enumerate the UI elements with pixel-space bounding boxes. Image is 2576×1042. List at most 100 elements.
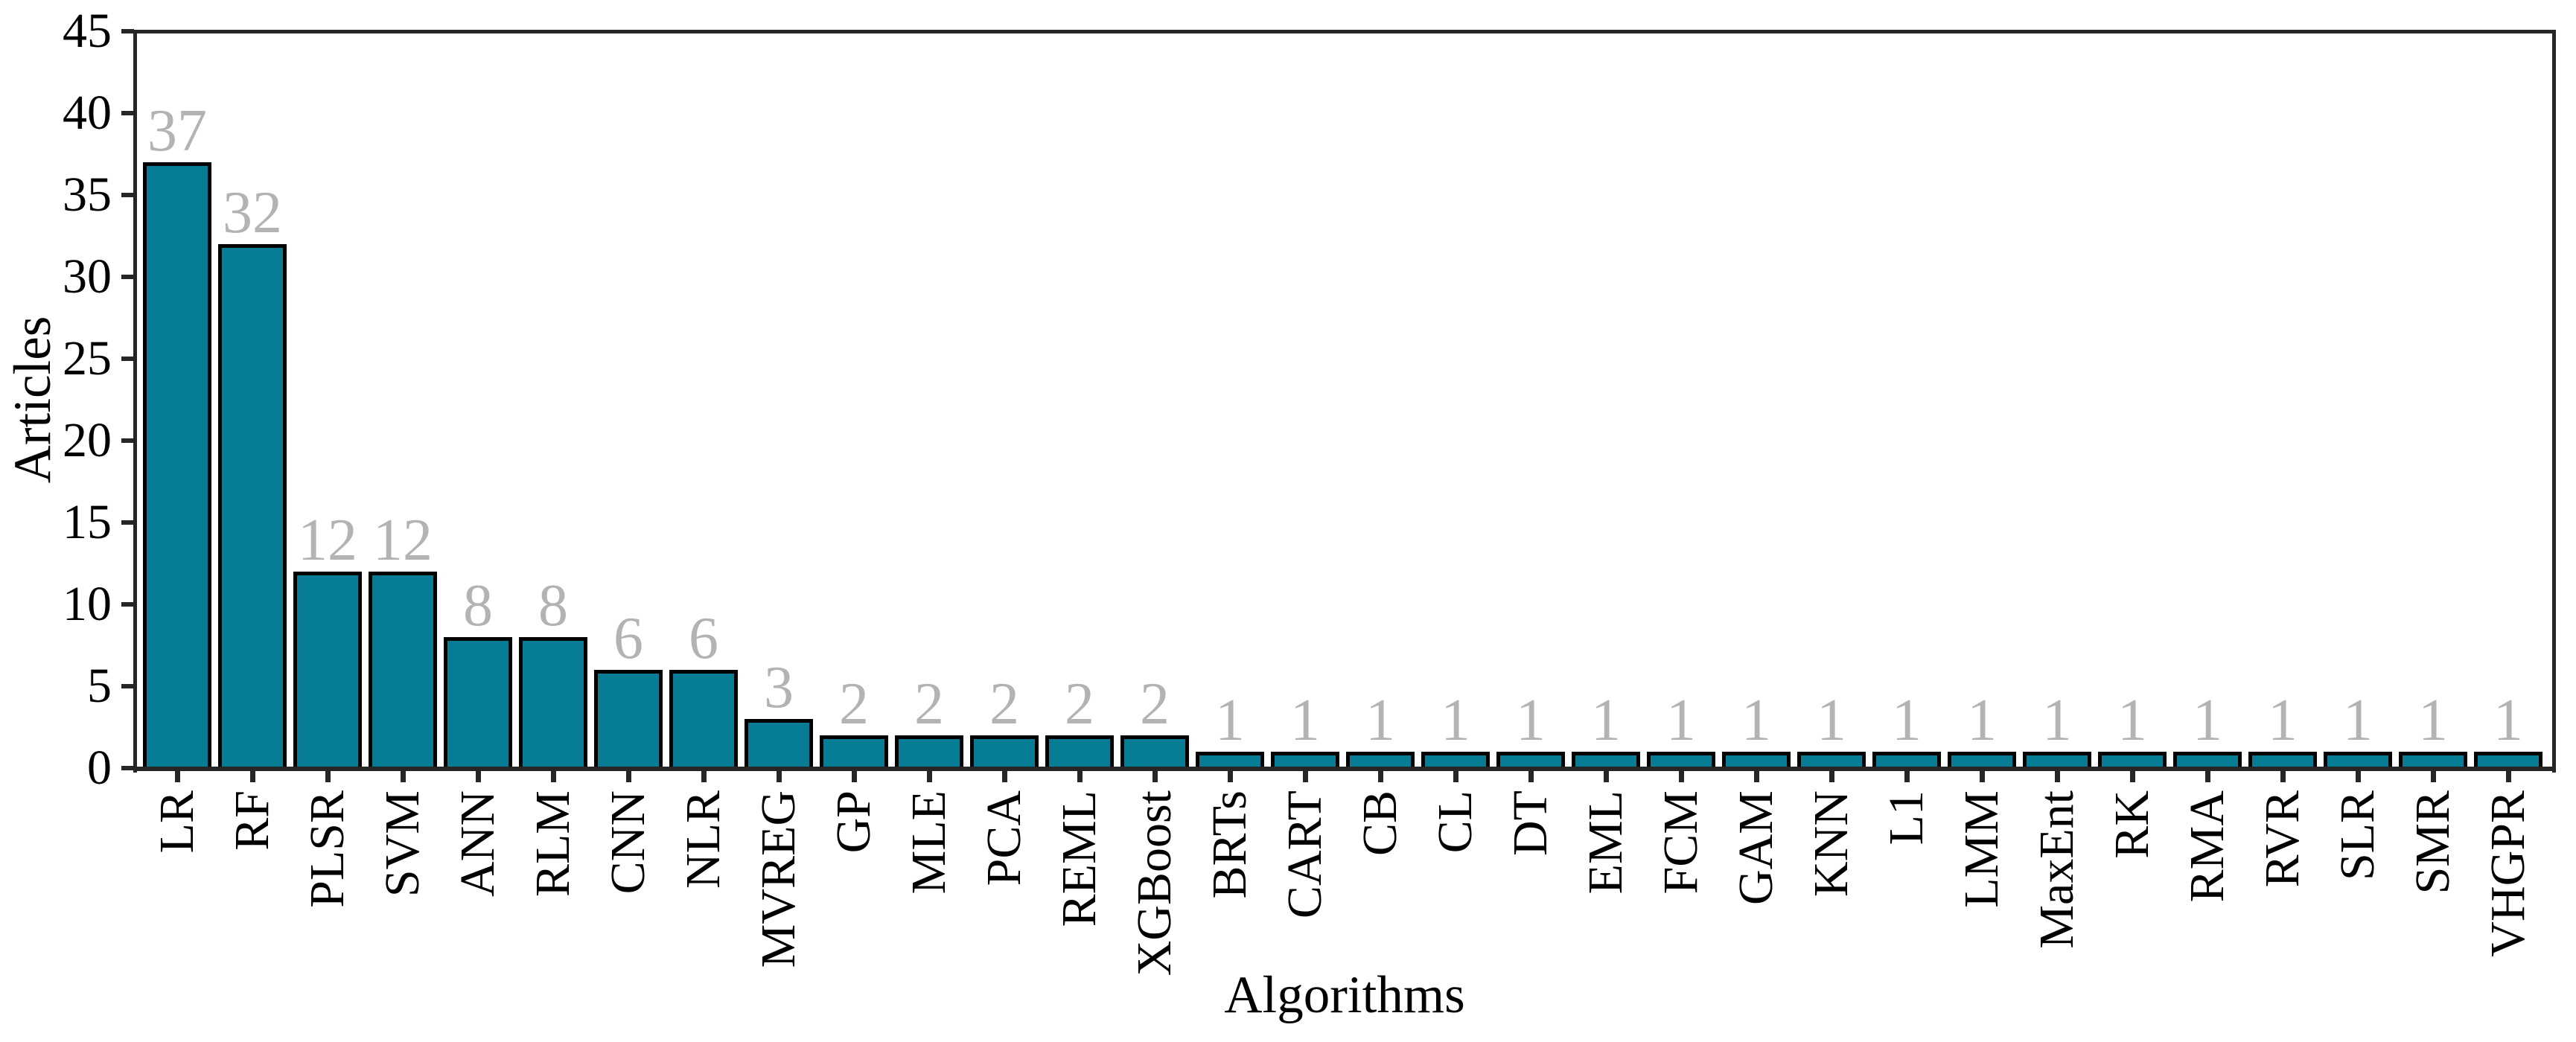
y-tick-label-35: 35 [63, 167, 112, 222]
x-axis-tick-reml [1077, 770, 1083, 782]
x-tick-label-rk: RK [2105, 790, 2159, 859]
x-axis-tick-mle [927, 770, 932, 782]
x-axis-tick-svm [401, 770, 406, 782]
x-axis-tick-lr [175, 770, 180, 782]
y-axis-tick-45 [121, 29, 134, 33]
bar-value-label-rk: 1 [2117, 688, 2147, 753]
bar-value-label-nlr: 6 [689, 606, 718, 671]
y-axis-tick-20 [121, 438, 134, 443]
x-axis-tick-brts [1228, 770, 1233, 782]
x-tick-label-cart: CART [1278, 790, 1332, 919]
bar-value-label-smr: 1 [2418, 688, 2448, 753]
x-axis-label: Algorithms [1224, 966, 1465, 1024]
bar-plsr [293, 572, 362, 770]
y-axis-tick-35 [121, 193, 134, 197]
bar-value-label-lmm: 1 [1967, 688, 1997, 753]
x-tick-label-lr: LR [150, 790, 204, 854]
x-axis-tick-cnn [626, 770, 631, 782]
x-tick-label-gp: GP [826, 790, 881, 854]
bar-reml [1045, 735, 1114, 770]
bar-value-label-svm: 12 [373, 508, 433, 573]
bar-value-label-maxent: 1 [2042, 688, 2072, 753]
x-axis-tick-dt [1528, 770, 1534, 782]
bar-gp [820, 735, 888, 770]
top-spine [133, 30, 2556, 33]
bar-value-label-cnn: 6 [613, 606, 643, 671]
left-spine [133, 30, 137, 773]
bar-value-label-cb: 1 [1365, 688, 1395, 753]
y-axis-tick-10 [121, 602, 134, 607]
x-tick-label-maxent: MaxEnt [2030, 790, 2084, 949]
bar-ann [444, 637, 512, 770]
x-axis-tick-eml [1604, 770, 1609, 782]
x-tick-label-svm: SVM [375, 790, 430, 898]
x-axis-tick-cb [1378, 770, 1383, 782]
x-tick-label-lmm: LMM [1954, 790, 2009, 908]
y-tick-label-45: 45 [63, 4, 112, 58]
bar-value-label-reml: 2 [1065, 671, 1094, 737]
y-tick-label-20: 20 [63, 413, 112, 467]
bar-value-label-plsr: 12 [298, 508, 357, 573]
x-tick-label-fcm: FCM [1654, 790, 1708, 895]
bar-pca [970, 735, 1039, 770]
bar-value-label-slr: 1 [2343, 688, 2373, 753]
x-axis-tick-nlr [701, 770, 707, 782]
x-tick-label-rma: RMA [2180, 790, 2234, 903]
x-tick-label-slr: SLR [2330, 790, 2385, 881]
bar-value-label-rf: 32 [223, 180, 282, 246]
bar-value-label-l1: 1 [1892, 688, 1922, 753]
y-axis-tick-15 [121, 520, 134, 525]
bar-value-label-lr: 37 [147, 98, 207, 164]
bar-value-label-rlm: 8 [538, 573, 568, 639]
x-tick-label-smr: SMR [2406, 790, 2460, 895]
x-tick-label-reml: REML [1052, 790, 1106, 927]
y-axis-tick-30 [121, 275, 134, 279]
x-tick-label-brts: BRTs [1202, 790, 1257, 899]
right-spine [2552, 30, 2556, 773]
x-tick-label-rlm: RLM [526, 790, 580, 898]
x-tick-label-rf: RF [225, 790, 279, 851]
bar-value-label-brts: 1 [1215, 688, 1245, 753]
x-axis-tick-xgboost [1152, 770, 1158, 782]
bar-value-label-mvreg: 3 [764, 655, 794, 720]
bar-cnn [594, 670, 663, 770]
x-axis-tick-pca [1002, 770, 1007, 782]
bar-value-label-fcm: 1 [1666, 688, 1696, 753]
x-tick-label-cb: CB [1353, 790, 1407, 857]
x-axis-tick-smr [2431, 770, 2436, 782]
x-axis-label-wrap: Algorithms [1224, 968, 1464, 1023]
bar-rlm [519, 637, 587, 770]
bar-value-label-cl: 1 [1441, 688, 1470, 753]
bar-value-label-gp: 2 [839, 671, 869, 737]
bar-value-label-knn: 1 [1817, 688, 1846, 753]
x-tick-label-rvr: RVR [2255, 790, 2309, 888]
x-tick-label-mle: MLE [902, 790, 956, 895]
bar-value-label-rvr: 1 [2268, 688, 2298, 753]
x-tick-label-pca: PCA [977, 790, 1031, 886]
x-axis-tick-l1 [1904, 770, 1910, 782]
bar-value-label-ann: 8 [463, 573, 493, 639]
bar-lr [143, 162, 211, 770]
x-axis-tick-ann [476, 770, 481, 782]
y-tick-label-5: 5 [87, 659, 112, 713]
x-axis-tick-fcm [1679, 770, 1684, 782]
bar-value-label-gam: 1 [1741, 688, 1771, 753]
bar-value-label-dt: 1 [1516, 688, 1546, 753]
x-tick-label-cnn: CNN [601, 790, 655, 895]
x-axis-tick-lmm [1980, 770, 1985, 782]
x-tick-label-mvreg: MVREG [751, 790, 806, 968]
x-tick-label-plsr: PLSR [300, 790, 354, 908]
y-tick-label-30: 30 [63, 249, 112, 304]
x-axis-tick-knn [1829, 770, 1834, 782]
x-axis-tick-rk [2130, 770, 2135, 782]
bar-value-label-xgboost: 2 [1140, 671, 1170, 737]
bar-value-label-eml: 1 [1591, 688, 1621, 753]
x-tick-label-dt: DT [1503, 790, 1558, 856]
x-tick-label-gam: GAM [1729, 790, 1783, 906]
y-tick-label-15: 15 [63, 495, 112, 549]
x-axis-tick-cart [1303, 770, 1308, 782]
bar-rf [218, 244, 287, 770]
x-axis-tick-cl [1453, 770, 1458, 782]
x-axis-tick-rma [2205, 770, 2210, 782]
